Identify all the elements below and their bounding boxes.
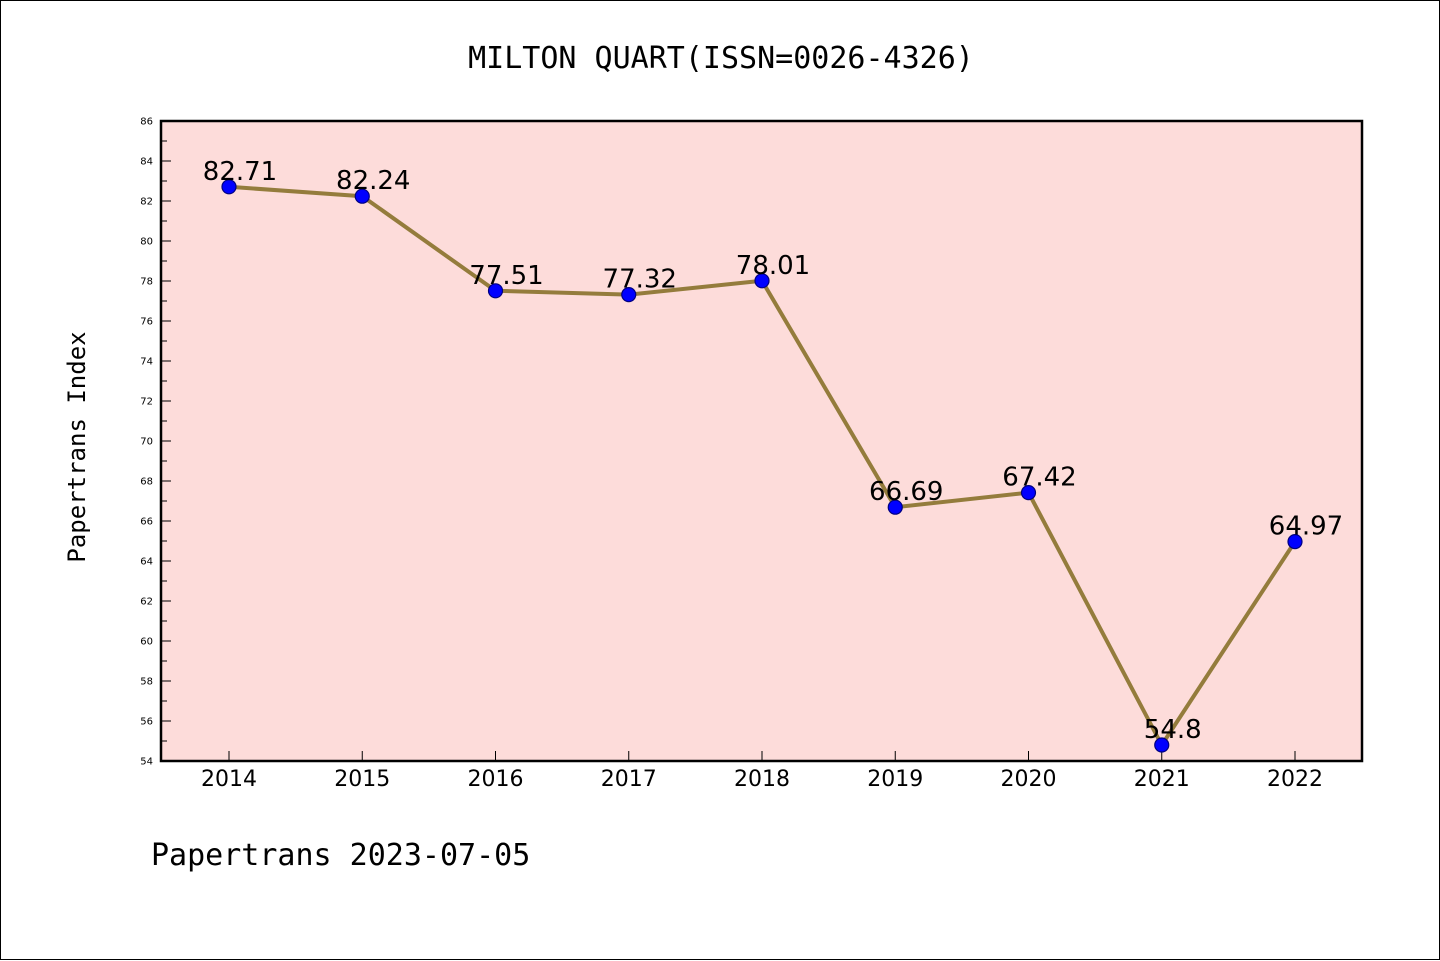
x-tick-label: 2018 xyxy=(734,767,790,792)
footer-source-date: Papertrans 2023-07-05 xyxy=(151,838,530,873)
data-label: 82.24 xyxy=(336,166,410,196)
data-label: 64.97 xyxy=(1269,512,1343,542)
y-tick-label: 82 xyxy=(140,197,153,208)
y-tick-label: 84 xyxy=(140,157,153,168)
y-tick-label: 80 xyxy=(140,237,153,248)
y-tick-label: 66 xyxy=(140,517,153,528)
chart-title: MILTON QUART(ISSN=0026-4326) xyxy=(468,41,974,76)
plot-border xyxy=(159,119,1364,763)
x-tick-label: 2019 xyxy=(867,767,923,792)
y-tick-label: 76 xyxy=(140,317,153,328)
y-tick-label: 78 xyxy=(140,277,153,288)
x-tick-label: 2017 xyxy=(601,767,657,792)
data-label: 66.69 xyxy=(869,477,943,507)
y-tick-label: 70 xyxy=(140,437,153,448)
data-point xyxy=(221,179,237,195)
x-tick-label: 2022 xyxy=(1267,767,1323,792)
y-tick-label: 62 xyxy=(140,597,153,608)
y-tick-label: 74 xyxy=(140,357,153,368)
data-point xyxy=(1020,485,1037,501)
y-tick-label: 64 xyxy=(140,557,153,568)
data-point xyxy=(1154,737,1170,753)
data-point xyxy=(487,283,504,299)
y-axis-label: Papertrans Index xyxy=(63,331,91,562)
data-labels: 82.71 82.24 77.51 77.32 78.01 66.69 67.42 54.8 6… xyxy=(203,157,1343,745)
data-label: 78.01 xyxy=(736,251,810,281)
plot-area xyxy=(161,121,1362,761)
x-tick-label: 2015 xyxy=(334,767,390,792)
data-label: 67.42 xyxy=(1002,463,1076,493)
y-tick-label: 58 xyxy=(140,677,153,688)
x-tick-label: 2016 xyxy=(468,767,524,792)
data-point xyxy=(1287,533,1303,550)
y-tick-label: 68 xyxy=(140,477,153,488)
y-tick-label: 56 xyxy=(140,717,153,728)
data-label: 77.51 xyxy=(469,261,543,291)
x-tick-label: 2020 xyxy=(1001,767,1057,792)
y-tick-label: 72 xyxy=(140,397,153,408)
x-tick-label: 2014 xyxy=(201,767,257,792)
data-point xyxy=(754,273,770,289)
y-tick-label: 54 xyxy=(140,757,153,768)
data-point xyxy=(887,499,903,515)
data-label: 77.32 xyxy=(603,265,677,295)
y-axis-ticks: 54 56 58 60 62 64 66 68 70 72 74 76 78 80 82 84 86 xyxy=(140,117,171,768)
x-axis-ticks: 2014 2015 2016 2017 2018 2019 2020 2021 2022 xyxy=(201,751,1323,792)
data-label: 54.8 xyxy=(1144,715,1202,745)
data-point xyxy=(621,287,637,303)
y-tick-label: 86 xyxy=(140,117,153,128)
x-tick-label: 2021 xyxy=(1134,767,1190,792)
data-point xyxy=(354,188,370,204)
data-label: 82.71 xyxy=(203,157,277,187)
data-markers xyxy=(221,179,1303,753)
y-tick-label: 60 xyxy=(140,637,153,648)
